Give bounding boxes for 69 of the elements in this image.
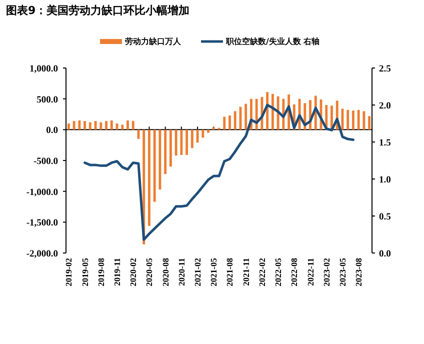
bar [158,130,162,190]
bar [368,116,371,130]
x-tick-label: 2022-08 [289,258,300,286]
bar [346,110,350,130]
y2-tick-label: 1.0 [379,176,392,186]
bar [100,122,102,130]
bar [228,115,231,130]
y-tick-label: -2,000.0 [26,250,58,260]
y-tick-label: -1,500.0 [26,218,58,229]
x-tick-label: 2020-11 [176,258,186,286]
chart-title: 图表9：美国劳动力缺口环比小幅增加 [6,4,190,17]
bar [357,110,360,130]
y2-tick-label: 1.5 [379,138,392,148]
x-tick-label: 2020-08 [160,258,170,286]
x-tick-label: 2021-05 [208,258,219,286]
bar [207,130,210,133]
bar [78,120,81,130]
bar [105,121,108,130]
x-tick-label: 2019-11 [112,258,122,286]
bar [67,124,70,130]
legend-label: 职位空缺数/失业人数 右轴 [225,36,320,46]
x-tick-label: 2023-05 [337,258,348,286]
bar [148,130,150,226]
y-tick-label: -500.0 [33,157,58,167]
bar [362,111,366,130]
x-tick-label: 2023-02 [321,258,332,286]
bar [271,94,274,130]
bar [88,122,92,130]
line-series [84,104,354,241]
bar [223,116,226,130]
bar [169,130,172,167]
x-tick-label: 2020-02 [128,258,138,286]
x-tick-label: 2022-11 [305,258,316,286]
x-tick-label: 2021-11 [240,258,251,286]
y2-tick-label: 0.0 [379,250,392,260]
bar [186,130,188,155]
y-tick-label: 0.0 [46,126,58,136]
x-tick-label: 2021-02 [192,258,203,286]
y2-tick-label: 2.0 [379,102,392,112]
bar [174,130,178,156]
bar [72,121,76,130]
bar [190,130,194,148]
bar [84,121,86,130]
x-tick-label: 2020-05 [144,258,154,286]
y-tick-label: 500.0 [36,95,58,106]
x-tick-label: 2022-02 [256,258,267,286]
y2-tick-label: 0.5 [379,212,392,222]
x-tick-label: 2019-08 [96,258,106,286]
bar [234,111,236,130]
bar [180,130,183,155]
x-tick-label: 2022-05 [273,258,284,286]
bar [153,130,156,202]
bar [110,120,113,130]
x-tick-label: 2019-05 [80,258,90,286]
bar [202,130,204,138]
bar [244,104,248,130]
y-tick-label: 1,000.0 [30,64,58,74]
x-tick-label: 2021-08 [224,258,235,286]
bar [352,110,354,130]
y-tick-label: -1,000.0 [26,188,58,198]
x-tick-label: 2019-02 [64,258,74,286]
y2-tick-label: 2.5 [379,64,392,74]
x-tick-label: 2023-08 [354,258,364,286]
bar [164,130,167,174]
bar [126,120,129,130]
bar [121,124,124,130]
legend-label: 劳动力缺口万人 [125,37,182,46]
bar [276,96,280,130]
bar [132,121,134,130]
